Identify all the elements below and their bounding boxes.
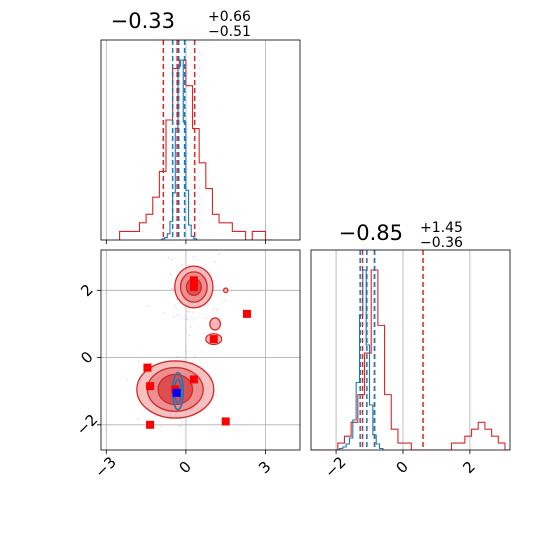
sample-dot [193, 255, 195, 258]
red-contour-island [209, 317, 221, 331]
sample-dot [189, 326, 192, 328]
sample-dot [217, 252, 220, 255]
y-tick-label: −2 [73, 411, 101, 439]
sample-dot [170, 258, 173, 261]
sample-dot [176, 313, 179, 316]
x-tick-label: 3 [255, 458, 274, 477]
sample-dot [167, 256, 170, 259]
axes-frame [100, 249, 301, 451]
sample-dot [213, 279, 215, 282]
title-value: −0.33 [111, 9, 175, 33]
x-tick-label: −3 [91, 453, 119, 481]
x-ticks [105, 240, 266, 244]
sample-dot [180, 263, 183, 266]
sample-dot [213, 294, 215, 296]
sample-dot [184, 350, 187, 353]
sample-dot [125, 378, 128, 381]
sample-dot [169, 273, 172, 276]
sample-dot [215, 394, 218, 397]
sample-dot [137, 418, 139, 420]
red-square-marker [242, 309, 251, 318]
sample-dot [173, 315, 176, 318]
blue-square-marker [172, 388, 181, 397]
sample-dot [223, 299, 226, 302]
sample-dot [171, 287, 174, 290]
histogram-red-series [119, 59, 273, 240]
histogram-red-series [311, 269, 510, 450]
x-tick-label: 2 [459, 458, 478, 477]
sample-dot [137, 360, 140, 363]
x-ticks: −2 0 2 [321, 450, 479, 481]
title-value: −0.85 [339, 221, 403, 245]
sample-dot [213, 260, 216, 263]
sample-dot [188, 310, 191, 313]
sample-dot [204, 317, 207, 319]
red-square-marker [189, 282, 198, 291]
title-lower-error: −0.51 [208, 24, 251, 40]
sample-dot [170, 288, 173, 290]
sample-dot [194, 354, 197, 357]
sample-dot [215, 309, 218, 312]
grid [335, 250, 471, 450]
y-ticks: −2 0 2 [73, 281, 101, 439]
x-tick-label: 0 [393, 458, 412, 477]
sample-dot [176, 298, 178, 301]
sample-dot [179, 424, 182, 427]
axes-frame [310, 249, 511, 451]
red-square-marker [146, 382, 155, 391]
histogram-series [311, 269, 510, 450]
red-contour-island [222, 287, 229, 294]
sample-dot [176, 355, 179, 358]
sample-dot [188, 263, 190, 266]
sample-dot [186, 318, 188, 320]
title-upper-error: +1.45 [420, 220, 463, 236]
sample-dot [186, 310, 189, 313]
sample-dot [192, 311, 195, 314]
red-square-marker [146, 420, 155, 429]
joint-panel: −3 0 3 −2 0 2 [73, 249, 301, 481]
histogram-series [119, 59, 273, 240]
sample-dot [174, 304, 176, 307]
sample-dot [169, 418, 172, 421]
red-square-marker [189, 276, 198, 285]
red-square-marker [143, 363, 152, 372]
sample-markers [143, 276, 251, 429]
x-tick-label: 0 [175, 458, 194, 477]
sample-dot [163, 312, 165, 315]
x-tick-label: −2 [321, 453, 349, 481]
histogram-blue-series [159, 59, 198, 240]
red-square-marker [209, 335, 218, 344]
sample-dot [147, 305, 150, 307]
axes-frame [100, 39, 301, 241]
x-ticks: −3 0 3 [91, 450, 275, 481]
y-tick-label: 2 [77, 281, 96, 300]
sample-dot [188, 334, 191, 337]
hist-panel-param2: −2 0 2 −0.85 +1.45 −0.36 [310, 220, 511, 481]
title-upper-error: +0.66 [208, 9, 251, 25]
quantile-lines [359, 250, 424, 450]
sample-dot [178, 425, 180, 427]
sample-dot [148, 362, 151, 364]
title-lower-error: −0.36 [420, 235, 463, 251]
histogram-blue-series [336, 269, 387, 450]
hist-panel-param1: −0.33 +0.66 −0.51 [100, 9, 301, 244]
sample-dot [160, 425, 163, 428]
y-tick-label: 0 [77, 348, 96, 367]
red-square-marker [189, 375, 198, 384]
sample-dot [181, 421, 184, 424]
sample-dot [211, 308, 214, 311]
quantile-lines [162, 40, 196, 240]
red-square-marker [221, 417, 230, 426]
